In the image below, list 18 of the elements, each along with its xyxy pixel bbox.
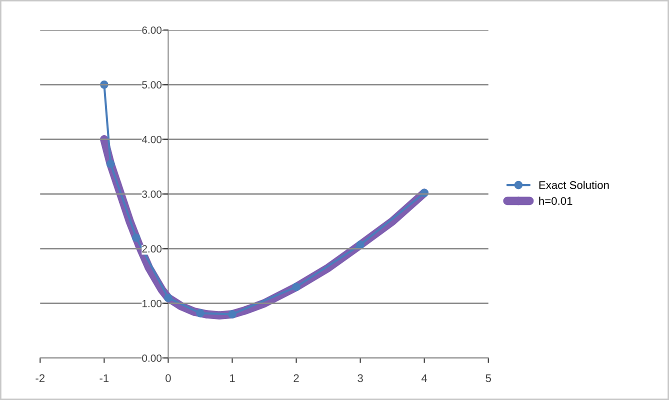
point: [196, 309, 204, 318]
x-tick-label: 4: [422, 374, 428, 382]
legend-label: h=0.01: [539, 196, 572, 205]
x-tick-label: 3: [358, 374, 363, 382]
x-tick-label: 0: [166, 374, 171, 382]
y-tick-label: 1.00: [142, 300, 162, 308]
y-tick-label: 3.00: [142, 190, 162, 198]
y-tick-label: 5.00: [142, 81, 162, 89]
x-tick-label: 2: [294, 374, 299, 382]
x-tick-label: 5: [486, 374, 491, 382]
y-tick-label: 0.00: [142, 354, 162, 362]
legend-label: Exact Solution: [539, 180, 609, 190]
y-tick-label: 6.00: [142, 26, 162, 34]
x-tick-label: -1: [100, 374, 109, 382]
x-tick-label: -2: [36, 374, 45, 382]
y-tick-label: 2.00: [142, 245, 162, 253]
x-tick-label: 1: [230, 374, 235, 382]
y-tick-label: 4.00: [142, 136, 162, 144]
